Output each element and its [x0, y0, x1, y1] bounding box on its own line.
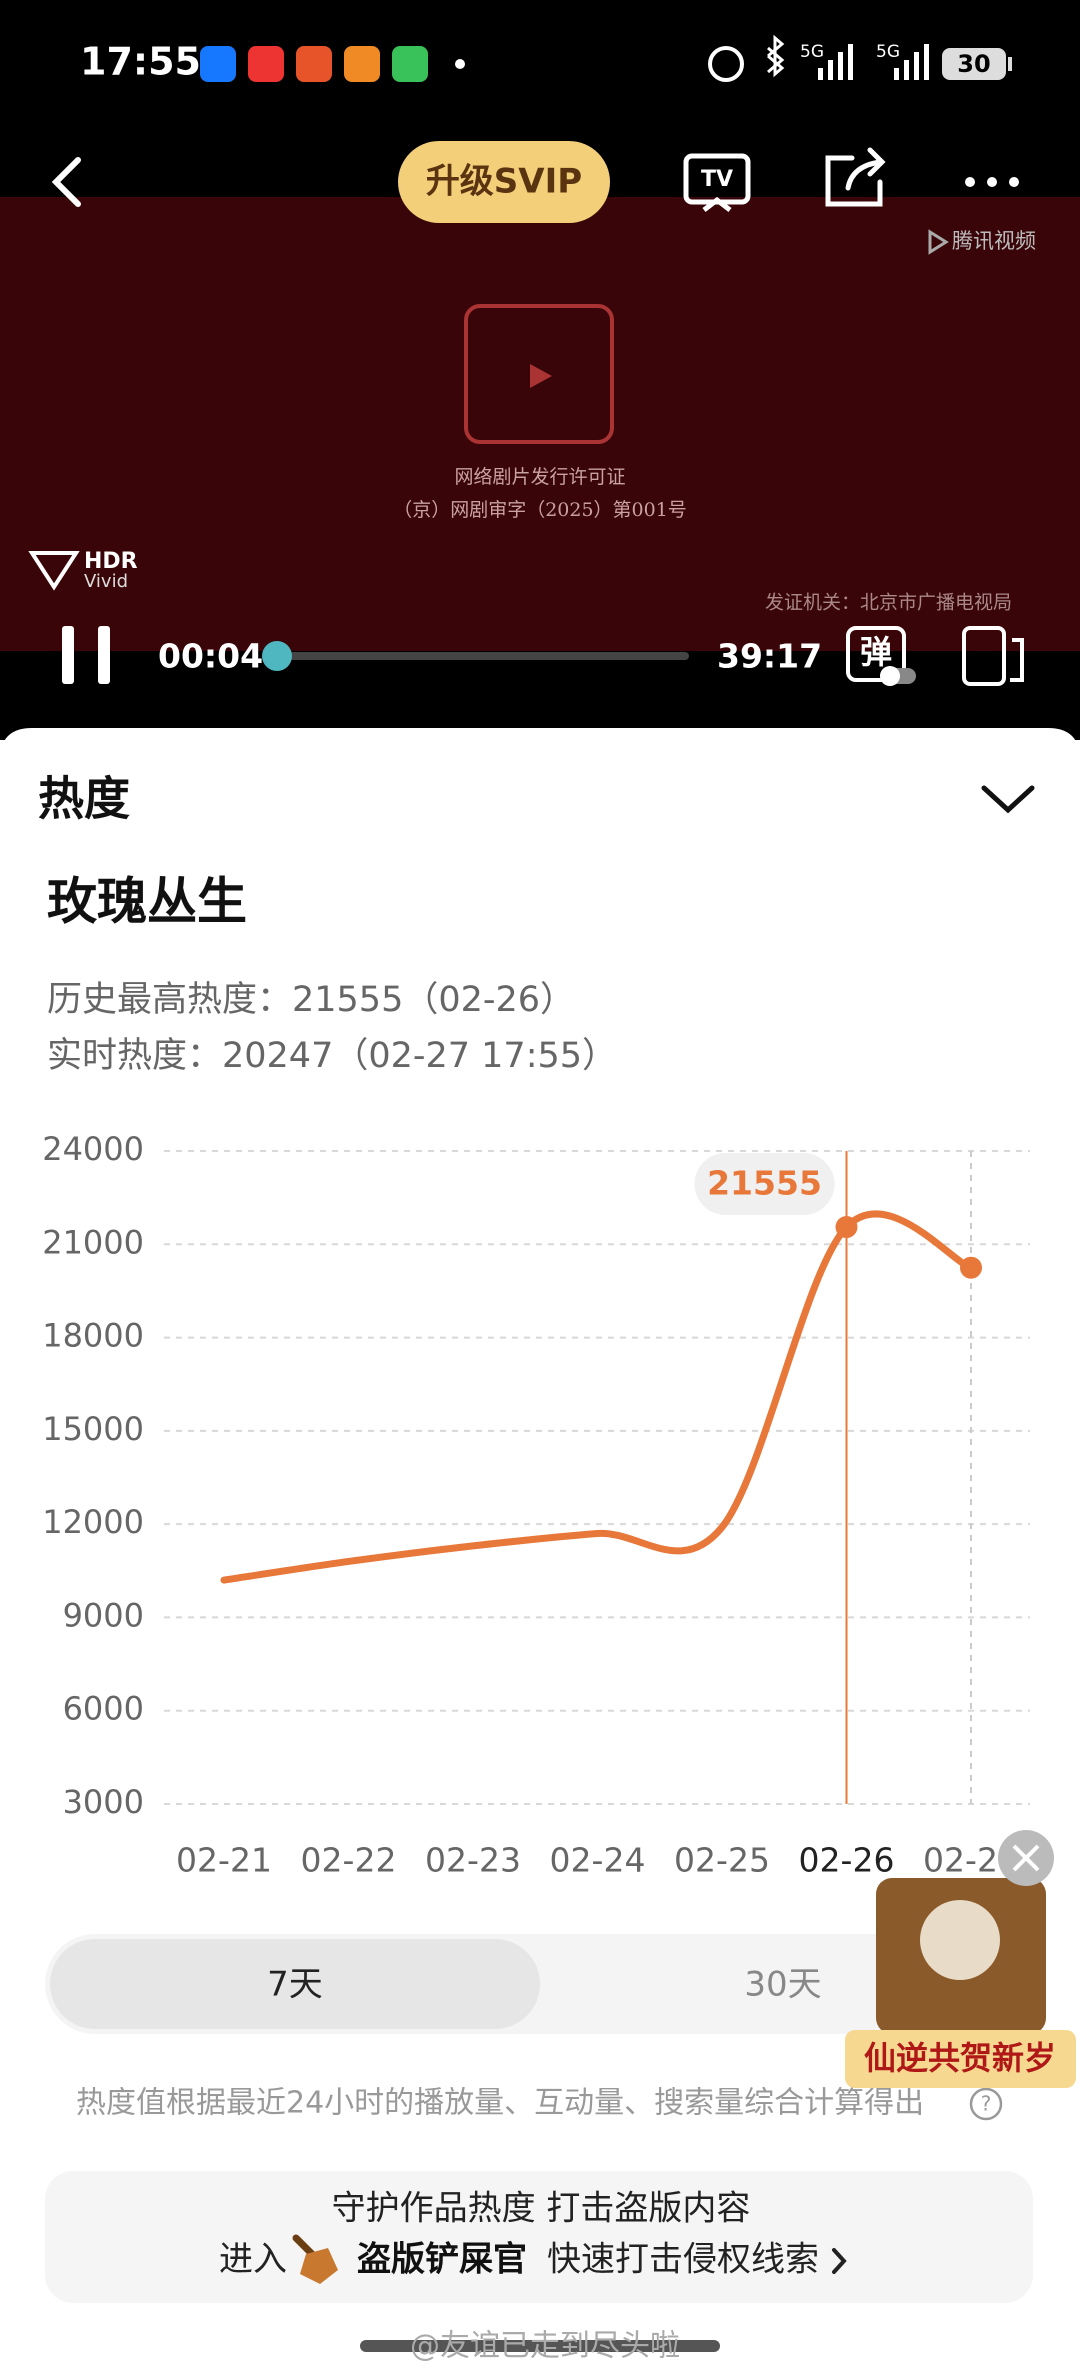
video-frame	[0, 197, 1080, 651]
x-tick-label: 02-24	[550, 1841, 646, 1880]
battery-level: 30	[957, 50, 990, 78]
tab-label[interactable]: 30天	[744, 1965, 821, 2005]
home-indicator	[360, 2340, 720, 2352]
x-tick-label: 02-25	[674, 1841, 770, 1880]
progress-thumb[interactable]	[262, 641, 292, 671]
ad-close-glyph	[1012, 1844, 1040, 1872]
status-time: 17:55	[80, 40, 201, 84]
svip-button[interactable]	[398, 141, 610, 223]
footer-watermark: @友谊已走到尽头啦	[410, 2329, 680, 2364]
banner-enter: 进入	[219, 2240, 287, 2280]
network-label: 5G	[800, 42, 824, 62]
danmaku-button[interactable]	[846, 626, 906, 682]
anti-piracy-banner[interactable]	[45, 2171, 1033, 2303]
y-tick-label: 15000	[42, 1410, 144, 1448]
y-tick-label: 21000	[42, 1223, 144, 1261]
help-icon[interactable]	[969, 2087, 1003, 2121]
x-tick-label: 02-26	[799, 1841, 895, 1880]
ad-banner[interactable]	[845, 2030, 1076, 2088]
heat-panel	[0, 728, 1080, 2376]
app-icons	[200, 46, 465, 82]
banner-action: 快速打击侵权线索	[547, 2240, 819, 2280]
hdr-sub: Vivid	[84, 571, 128, 592]
y-tick-label: 18000	[42, 1317, 144, 1355]
point	[835, 1216, 858, 1239]
current-time: 00:04	[158, 637, 263, 676]
hdr-logo	[28, 551, 80, 591]
y-tick-label: 6000	[63, 1690, 144, 1728]
peak-label-bg	[694, 1153, 835, 1216]
peak-heat: 历史最高热度：21555（02-26）	[47, 980, 575, 1020]
ad-label: 仙逆共贺新岁	[864, 2039, 1056, 2077]
progress-track[interactable]	[277, 652, 689, 660]
more-button[interactable]	[965, 177, 1019, 187]
danmaku-toggle-knob	[880, 666, 900, 686]
license-number: （京）网剧审字（2025）第001号	[393, 499, 687, 521]
rotate-button[interactable]	[962, 626, 1024, 686]
x-tick-label: 02-21	[176, 1841, 272, 1880]
license-issuer: 发证机关：北京市广播电视局	[765, 592, 1012, 614]
license-seal	[464, 304, 614, 444]
y-tick-label: 3000	[63, 1783, 144, 1821]
ad-figure	[920, 1900, 1000, 1980]
realtime-heat: 实时热度：20247（02-27 17:55）	[47, 1036, 617, 1076]
panel-title: 热度	[38, 772, 130, 826]
svg-text:TV: TV	[701, 167, 733, 192]
danmaku-label: 弹	[860, 633, 892, 671]
help-glyph: ?	[981, 2092, 992, 2116]
x-tick-label: 02-22	[301, 1841, 397, 1880]
video-watermark: 腾讯视频	[952, 229, 1036, 253]
banner-arrow	[832, 2248, 847, 2274]
hdr-label: HDR	[84, 549, 138, 574]
x-tick-label: 02-23	[425, 1841, 521, 1880]
heat-note: 热度值根据最近24小时的播放量、互动量、搜索量综合计算得出	[76, 2086, 924, 2121]
duration: 39:17	[717, 637, 822, 676]
svip-label: 升级SVIP	[426, 162, 582, 202]
license-title: 网络剧片发行许可证	[454, 466, 625, 488]
pause-button[interactable]	[62, 626, 110, 684]
network-label: 5G	[876, 42, 900, 62]
y-tick-label: 9000	[63, 1596, 144, 1634]
tab-selected[interactable]	[50, 1939, 540, 2029]
peak-label: 21555	[707, 1164, 822, 1203]
banner-brand: 盗版铲屎官	[357, 2240, 527, 2280]
show-title: 玫瑰丛生	[47, 873, 247, 931]
back-button[interactable]	[51, 157, 81, 207]
tab-label[interactable]: 7天	[267, 1965, 323, 2005]
point	[960, 1256, 982, 1279]
heat-chart: 3000 6000 9000 12000 15000 18000 21000 24000 02-…	[42, 1130, 1030, 1880]
y-tick-label: 24000	[42, 1130, 144, 1168]
banner-line: 守护作品热度 打击盗版内容	[332, 2189, 751, 2229]
tv-cast-button[interactable]: TV	[683, 153, 751, 212]
collapse-button[interactable]	[981, 785, 1035, 814]
watermark-logo	[928, 229, 949, 255]
y-tick-label: 12000	[42, 1503, 144, 1541]
share-button[interactable]	[825, 147, 886, 207]
status-icons: 5G 5G	[708, 34, 1012, 82]
shovel-icon	[292, 2234, 338, 2284]
